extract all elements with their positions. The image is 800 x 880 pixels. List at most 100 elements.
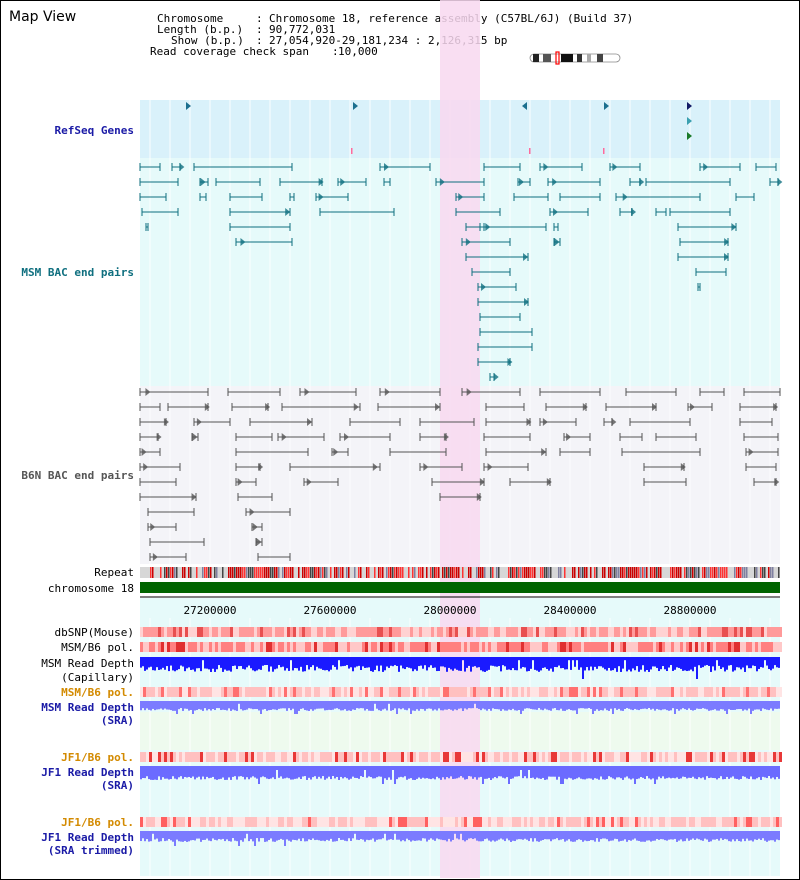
track-label-refseq[interactable]: RefSeq Genes [54, 124, 134, 137]
bac-end-glyph[interactable] [443, 433, 449, 441]
bac-end-glyph[interactable] [304, 388, 310, 396]
track-label-jf1-read-depth-trimmed[interactable]: JF1 Read Depth [41, 831, 134, 844]
bac-end-glyph[interactable] [191, 493, 197, 501]
bac-end-glyph[interactable] [265, 403, 271, 411]
bac-end-glyph[interactable] [258, 463, 264, 471]
bac-end-glyph[interactable] [689, 403, 695, 411]
bac-end-glyph[interactable] [423, 463, 429, 471]
bac-end-glyph[interactable] [466, 388, 472, 396]
bac-end-glyph[interactable] [179, 163, 185, 171]
bac-end-glyph[interactable] [553, 208, 559, 216]
track-label-msm-b6-pol-sra[interactable]: MSM/B6 pol. [61, 686, 134, 699]
bac-end-glyph[interactable] [487, 463, 493, 471]
heatmap-tracks[interactable] [140, 627, 782, 827]
selected-region-highlight[interactable] [440, 0, 480, 878]
bac-end-glyph[interactable] [777, 178, 783, 186]
bac-end-glyph[interactable] [481, 283, 487, 291]
bac-end-glyph[interactable] [306, 478, 312, 486]
gene-glyph[interactable] [353, 102, 358, 110]
bac-end-glyph[interactable] [435, 403, 441, 411]
gene-glyph[interactable] [186, 102, 191, 110]
bac-end-glyph[interactable] [541, 448, 547, 456]
bac-end-glyph[interactable] [542, 418, 548, 426]
bac-end-glyph[interactable] [724, 238, 730, 246]
bac-end-glyph[interactable] [566, 433, 572, 441]
track-label-msm-bac[interactable]: MSM BAC end pairs [21, 266, 134, 279]
bac-end-glyph[interactable] [703, 163, 709, 171]
bac-end-glyph[interactable] [458, 193, 464, 201]
gene-glyph[interactable] [522, 102, 527, 110]
bac-end-glyph[interactable] [476, 493, 482, 501]
bac-end-glyph[interactable] [523, 253, 529, 261]
gene-glyph[interactable] [687, 117, 692, 125]
bac-end-glyph[interactable] [543, 163, 549, 171]
bac-end-glyph[interactable] [582, 403, 588, 411]
bac-end-glyph[interactable] [150, 523, 156, 531]
chromosome-ideogram[interactable] [529, 51, 621, 65]
bac-end-glyph[interactable] [631, 208, 637, 216]
bac-end-glyph[interactable] [622, 193, 628, 201]
bac-end-glyph[interactable] [611, 418, 617, 426]
bac-end-glyph[interactable] [285, 208, 291, 216]
b6n-bac-end-pairs[interactable] [139, 388, 781, 561]
bac-end-glyph[interactable] [333, 448, 339, 456]
msm-bac-end-pairs[interactable] [139, 163, 783, 381]
bac-end-glyph[interactable] [554, 238, 560, 246]
bac-end-glyph[interactable] [252, 523, 258, 531]
bac-end-glyph[interactable] [479, 478, 485, 486]
track-label-jf1-b6-pol-2[interactable]: JF1/B6 pol. [61, 816, 134, 829]
bac-end-glyph[interactable] [196, 418, 202, 426]
bac-end-glyph[interactable] [773, 403, 779, 411]
bac-end-glyph[interactable] [439, 178, 445, 186]
bac-end-glyph[interactable] [384, 163, 389, 171]
gene-glyph[interactable] [604, 102, 609, 110]
bac-end-glyph[interactable] [145, 388, 151, 396]
track-label-b6n-bac[interactable]: B6N BAC end pairs [21, 469, 134, 482]
bac-end-glyph[interactable] [612, 163, 618, 171]
track-label-chromosome[interactable]: chromosome 18 [47, 582, 134, 595]
bac-end-glyph[interactable] [156, 433, 162, 441]
track-label-msm-read-depth-capillary[interactable]: MSM Read Depth [41, 657, 134, 670]
read-depth-tracks[interactable] [140, 657, 780, 846]
bac-end-glyph[interactable] [141, 448, 147, 456]
bac-end-glyph[interactable] [256, 538, 262, 546]
bac-end-glyph[interactable] [340, 178, 346, 186]
bac-end-glyph[interactable] [680, 463, 686, 471]
bac-end-glyph[interactable] [546, 478, 552, 486]
bac-end-glyph[interactable] [249, 508, 255, 516]
bac-end-glyph[interactable] [344, 433, 349, 441]
gene-glyph[interactable] [687, 102, 692, 110]
track-label-repeat[interactable]: Repeat [94, 566, 134, 579]
bac-end-glyph[interactable] [485, 223, 491, 231]
bac-end-glyph[interactable] [384, 388, 390, 396]
bac-end-glyph[interactable] [307, 418, 313, 426]
bac-end-glyph[interactable] [237, 478, 243, 486]
refseq-gene-glyphs[interactable] [186, 102, 692, 154]
gene-glyph[interactable] [687, 132, 692, 140]
track-label-jf1-read-depth-sra[interactable]: JF1 Read Depth [41, 766, 134, 779]
bac-end-glyph[interactable] [774, 478, 780, 486]
bac-end-glyph[interactable] [163, 418, 169, 426]
chromosome-bar[interactable] [140, 582, 780, 593]
bac-end-glyph[interactable] [507, 358, 513, 366]
track-label-msm-b6-pol[interactable]: MSM/B6 pol. [61, 641, 134, 654]
bac-end-glyph[interactable] [748, 448, 754, 456]
bac-end-glyph[interactable] [465, 238, 471, 246]
bac-end-glyph[interactable] [724, 253, 729, 261]
bac-end-glyph[interactable] [152, 553, 158, 561]
bac-end-glyph[interactable] [518, 178, 524, 186]
repeat-track[interactable] [140, 567, 780, 578]
bac-end-glyph[interactable] [281, 433, 287, 441]
track-label-jf1-b6-pol[interactable]: JF1/B6 pol. [61, 751, 134, 764]
bac-end-glyph[interactable] [639, 178, 645, 186]
bac-end-glyph[interactable] [731, 223, 737, 231]
bac-end-glyph[interactable] [552, 178, 558, 186]
bac-end-glyph[interactable] [318, 193, 324, 201]
track-label-msm-read-depth-sra[interactable]: MSM Read Depth [41, 701, 134, 714]
bac-end-glyph[interactable] [493, 373, 499, 381]
bac-end-glyph[interactable] [204, 403, 210, 411]
bac-end-glyph[interactable] [240, 238, 246, 246]
bac-end-glyph[interactable] [526, 418, 532, 426]
bac-end-glyph[interactable] [192, 433, 198, 441]
